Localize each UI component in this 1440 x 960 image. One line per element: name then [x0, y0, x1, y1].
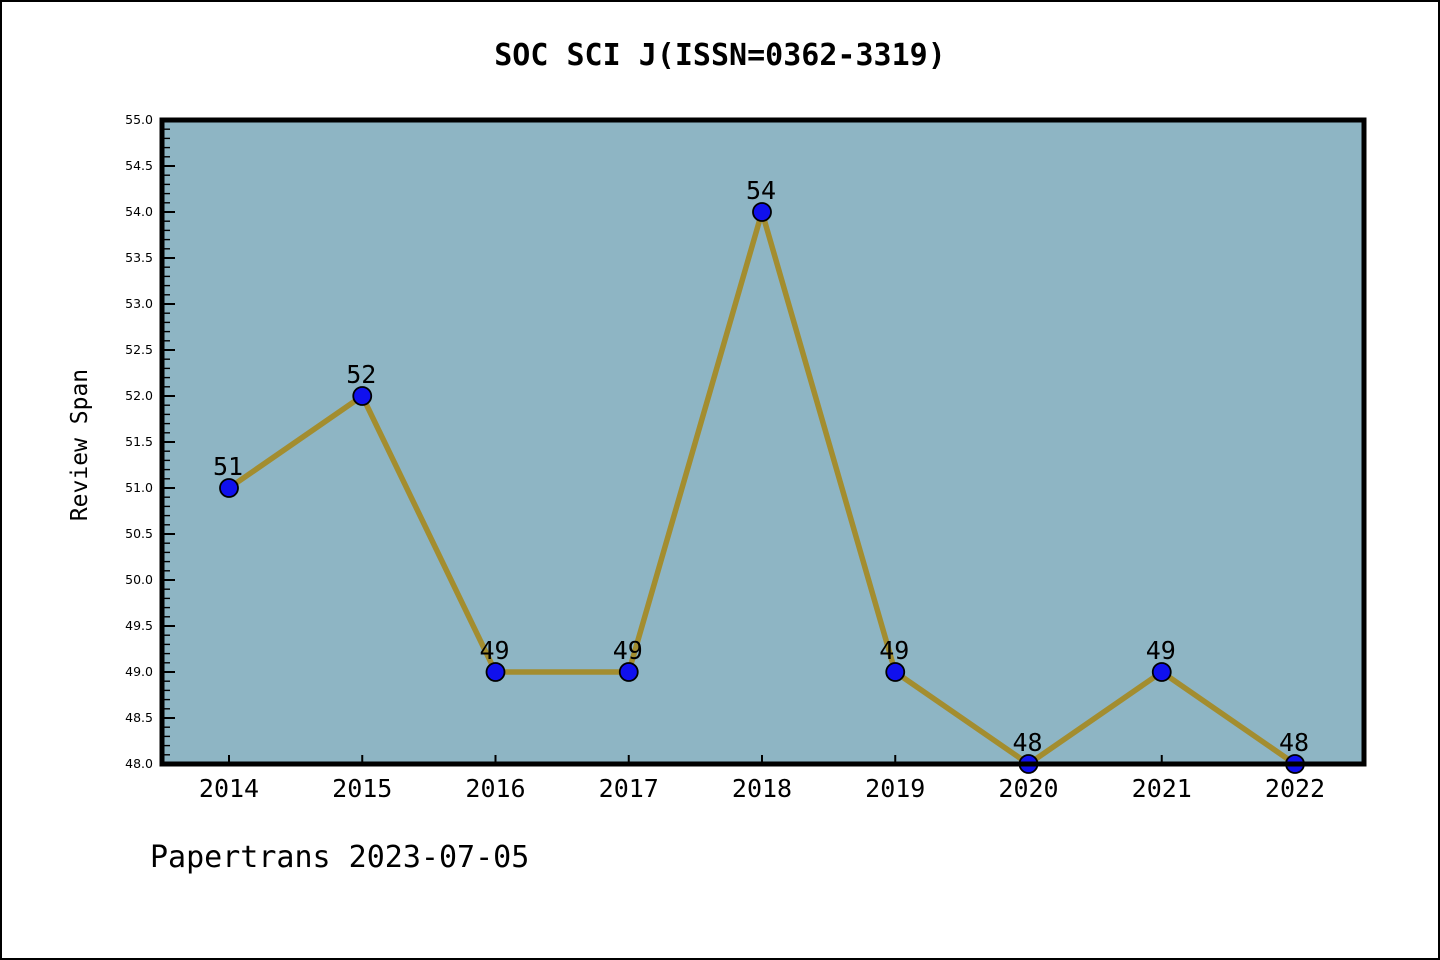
y-tick-label: 48.5 — [125, 710, 153, 725]
plot-border — [159, 117, 1367, 767]
data-point-2015 — [352, 386, 373, 406]
x-tick-label: 2019 — [865, 774, 925, 803]
y-tick-label: 52.0 — [125, 388, 153, 403]
data-point-2016 — [485, 662, 506, 682]
y-tick-label: 49.0 — [125, 664, 153, 679]
x-tick-label: 2017 — [599, 774, 659, 803]
plot-area — [162, 120, 1364, 764]
point-label: 48 — [1279, 728, 1309, 757]
x-tick-label: 2018 — [732, 774, 792, 803]
y-tick-label: 50.5 — [125, 526, 153, 541]
y-tick-label: 51.5 — [125, 434, 153, 449]
y-tick-label: 50.0 — [125, 572, 153, 587]
data-point-2019 — [885, 662, 906, 682]
point-label: 54 — [746, 176, 776, 205]
x-tick-label: 2016 — [465, 774, 525, 803]
x-tick-label: 2021 — [1132, 774, 1192, 803]
x-tick-label: 2020 — [998, 774, 1058, 803]
y-tick-label: 51.0 — [125, 480, 153, 495]
data-point-2017 — [618, 662, 639, 682]
point-label: 52 — [346, 360, 376, 389]
point-label: 49 — [479, 636, 509, 665]
y-tick-label: 53.5 — [125, 250, 153, 265]
point-label: 49 — [613, 636, 643, 665]
y-tick-label: 53.0 — [125, 296, 153, 311]
chart-title: SOC SCI J(ISSN=0362-3319) — [494, 38, 946, 73]
y-tick-label: 54.0 — [125, 204, 153, 219]
point-label: 49 — [879, 636, 909, 665]
watermark-text: Papertrans 2023-07-05 — [150, 840, 530, 875]
point-label: 48 — [1012, 728, 1042, 757]
y-tick-label: 52.5 — [125, 342, 153, 357]
y-tick-label: 55.0 — [125, 112, 153, 127]
y-tick-label: 54.5 — [125, 158, 153, 173]
point-label: 51 — [213, 452, 243, 481]
point-label: 49 — [1146, 636, 1176, 665]
data-point-2014 — [219, 478, 239, 498]
data-point-2021 — [1151, 662, 1172, 682]
data-point-2018 — [752, 202, 772, 222]
y-tick-label: 49.5 — [125, 618, 153, 633]
x-tick-label: 2015 — [332, 774, 392, 803]
y-tick-label: 48.0 — [125, 756, 153, 771]
x-tick-label: 2022 — [1265, 774, 1325, 803]
x-tick-label: 2014 — [199, 774, 259, 803]
